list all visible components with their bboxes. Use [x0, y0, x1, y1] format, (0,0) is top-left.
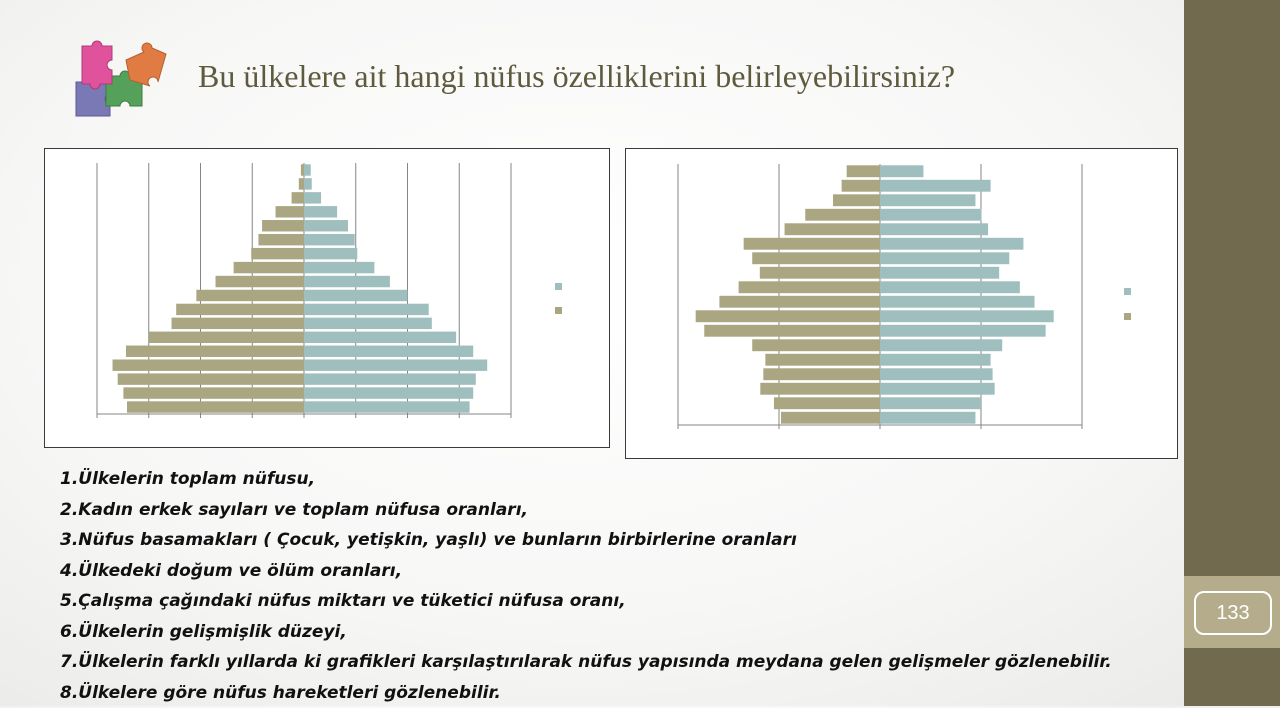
chart-2-bar-erkek: [704, 325, 880, 337]
chart-1-bar-erkek: [258, 234, 304, 245]
chart-2-bar-kadin: [880, 252, 1009, 264]
question-list: 1.Ülkelerin toplam nüfusu, 2.Kadın erkek…: [60, 464, 1112, 708]
chart-1-bar-kadin: [304, 332, 456, 343]
chart-1-bar-kadin: [304, 387, 473, 398]
chart-2-bar-kadin: [880, 238, 1023, 250]
chart-2-bar-kadin: [880, 339, 1002, 351]
list-item: 1.Ülkelerin toplam nüfusu,: [60, 464, 1112, 495]
chart-2-bar-kadin: [880, 296, 1035, 308]
chart-1-bar-erkek: [251, 248, 304, 259]
chart-2-bar-erkek: [760, 267, 880, 279]
chart-2-bar-erkek: [752, 339, 880, 351]
chart-1-bar-erkek: [123, 387, 304, 398]
chart-2-bar-kadin: [880, 397, 981, 409]
chart-2-bar-kadin: [880, 412, 975, 424]
chart-2-bar-erkek: [696, 310, 880, 322]
chart-1-bar-erkek: [118, 373, 304, 384]
list-item: 5.Çalışma çağındaki nüfus miktarı ve tük…: [60, 586, 1112, 617]
list-item: 8.Ülkelere göre nüfus hareketleri gözlen…: [60, 678, 1112, 708]
chart-1-legend-swatch: [555, 307, 562, 314]
chart-1-bar-erkek: [262, 220, 304, 231]
chart-2-bar-kadin: [880, 281, 1020, 293]
chart-2-bar-erkek: [739, 281, 880, 293]
chart-2-bar-erkek: [752, 252, 880, 264]
chart-2-bar-kadin: [880, 267, 999, 279]
list-item: 2.Kadın erkek sayıları ve toplam nüfusa …: [60, 495, 1112, 526]
chart-2-bar-erkek: [760, 383, 880, 395]
chart-1-bar-kadin: [304, 304, 429, 315]
chart-2-bar-kadin: [880, 354, 991, 366]
chart-2-legend-swatch: [1124, 313, 1131, 320]
chart-2-bar-erkek: [833, 194, 880, 206]
chart-1-bar-kadin: [304, 164, 311, 175]
chart-2-bar-erkek: [842, 180, 880, 192]
chart-2-bar-kadin: [880, 310, 1054, 322]
chart-1-bar-erkek: [292, 192, 304, 203]
chart-1-bar-erkek: [149, 332, 304, 343]
puzzle-logo-icon: [62, 40, 174, 120]
chart-1-bar-kadin: [304, 373, 476, 384]
chart-1-bar-kadin: [304, 178, 312, 189]
chart-2-bar-erkek: [774, 397, 880, 409]
chart-1-bar-erkek: [216, 276, 304, 287]
chart-1-plot: [45, 149, 611, 449]
chart-1-bar-erkek: [234, 262, 304, 273]
chart-2-bar-kadin: [880, 165, 923, 177]
chart-2-bar-erkek: [805, 209, 880, 221]
chart-1-bar-erkek: [196, 290, 304, 301]
chart-2-bar-erkek: [765, 354, 880, 366]
slide-title: Bu ülkelere ait hangi nüfus özelliklerin…: [198, 58, 955, 95]
chart-1-bar-kadin: [304, 192, 321, 203]
chart-2-bar-kadin: [880, 223, 988, 235]
chart-2-bar-erkek: [847, 165, 880, 177]
chart-2-bar-kadin: [880, 209, 982, 221]
chart-1-bar-erkek: [172, 318, 304, 329]
chart-1-bar-kadin: [304, 220, 348, 231]
chart-2-bar-kadin: [880, 383, 995, 395]
chart-1-bar-kadin: [304, 234, 355, 245]
chart-1-bar-erkek: [276, 206, 304, 217]
chart-1-bar-kadin: [304, 401, 470, 412]
chart-1-bar-kadin: [304, 290, 408, 301]
population-pyramid-chart-1: [44, 148, 610, 448]
chart-2-bar-kadin: [880, 325, 1046, 337]
chart-1-bar-erkek: [299, 178, 304, 189]
list-item: 7.Ülkelerin farklı yıllarda ki grafikler…: [60, 647, 1112, 678]
chart-1-bar-erkek: [127, 401, 304, 412]
chart-1-bar-erkek: [126, 346, 304, 357]
chart-1-bar-erkek: [301, 164, 304, 175]
list-item: 6.Ülkelerin gelişmişlik düzeyi,: [60, 617, 1112, 648]
chart-2-bar-kadin: [880, 180, 991, 192]
chart-2-legend-swatch: [1124, 288, 1131, 295]
chart-1-bar-kadin: [304, 248, 357, 259]
chart-2-bar-kadin: [880, 368, 993, 380]
chart-2-bar-erkek: [763, 368, 880, 380]
chart-1-bar-kadin: [304, 262, 374, 273]
chart-1-bar-kadin: [304, 346, 473, 357]
chart-1-bar-kadin: [304, 318, 432, 329]
chart-2-bar-erkek: [785, 223, 880, 235]
chart-1-bar-erkek: [176, 304, 304, 315]
population-pyramid-chart-2: [625, 148, 1178, 459]
chart-1-bar-erkek: [113, 359, 304, 370]
list-item: 4.Ülkedeki doğum ve ölüm oranları,: [60, 556, 1112, 587]
chart-1-bar-kadin: [304, 276, 390, 287]
chart-2-bar-erkek: [781, 412, 880, 424]
page-number: 133: [1194, 591, 1272, 635]
chart-1-legend-swatch: [555, 283, 562, 290]
chart-2-bar-erkek: [744, 238, 880, 250]
list-item: 3.Nüfus basamakları ( Çocuk, yetişkin, y…: [60, 525, 1112, 556]
chart-1-bar-kadin: [304, 359, 487, 370]
chart-2-plot: [626, 149, 1179, 460]
chart-1-bar-kadin: [304, 206, 337, 217]
chart-2-bar-erkek: [719, 296, 880, 308]
chart-2-bar-kadin: [880, 194, 975, 206]
